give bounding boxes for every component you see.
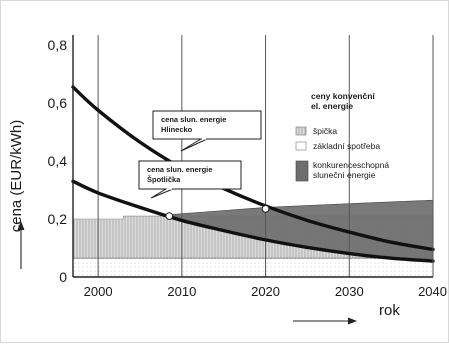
- callout-hlinecko-text: Hlinecko: [161, 125, 193, 134]
- y-axis-label: cena (EUR/kWh): [8, 120, 25, 233]
- area-zakladni-spotreba: [73, 258, 433, 277]
- legend-title: ceny konvenční el. energie: [311, 91, 375, 111]
- x-axis-arrow-head: [348, 317, 357, 325]
- callout-spotlicka-text: Špotlička: [147, 175, 181, 184]
- x-tick-label: 2030: [335, 284, 364, 299]
- callout-spotlicka-pointer: [150, 188, 174, 199]
- legend-label-zakladni-spotreba: základní spotřeba: [313, 141, 380, 151]
- intersection-marker: [165, 212, 174, 221]
- y-tick-label: 0,6: [48, 95, 68, 111]
- y-axis-arrow-head: [17, 221, 25, 230]
- x-tick-label: 2020: [251, 284, 280, 299]
- callout-spotlicka-text: cena slun. energie: [147, 165, 212, 174]
- callout-spotlicka-box: [138, 160, 242, 190]
- legend-label-spicka: špička: [313, 126, 337, 136]
- x-tick-label: 2010: [167, 284, 196, 299]
- y-tick-label: 0,4: [48, 153, 68, 169]
- callout-hlinecko-text: cena slun. energie: [161, 115, 226, 124]
- x-tick-label: 2040: [418, 284, 447, 299]
- y-tick-label: 0,2: [48, 211, 68, 227]
- legend-label-konkurenceschopna: konkurenceschopná sluneční energie: [313, 160, 389, 180]
- y-tick-label: 0,8: [48, 37, 68, 53]
- curve-hlinecko: [71, 85, 435, 252]
- legend-swatch-konkurenceschopna: [295, 160, 309, 182]
- intersection-marker: [261, 204, 270, 213]
- legend-swatch-zakladni-spotreba: [295, 141, 307, 151]
- legend-swatch-spicka: [295, 126, 307, 136]
- callout-hlinecko-box: [152, 110, 262, 140]
- x-axis-label: rok: [379, 302, 400, 319]
- y-tick-label: 0: [59, 269, 67, 285]
- curve-spotlicka: [71, 179, 435, 263]
- x-tick-label: 2000: [84, 284, 113, 299]
- callout-hlinecko-pointer: [180, 138, 208, 152]
